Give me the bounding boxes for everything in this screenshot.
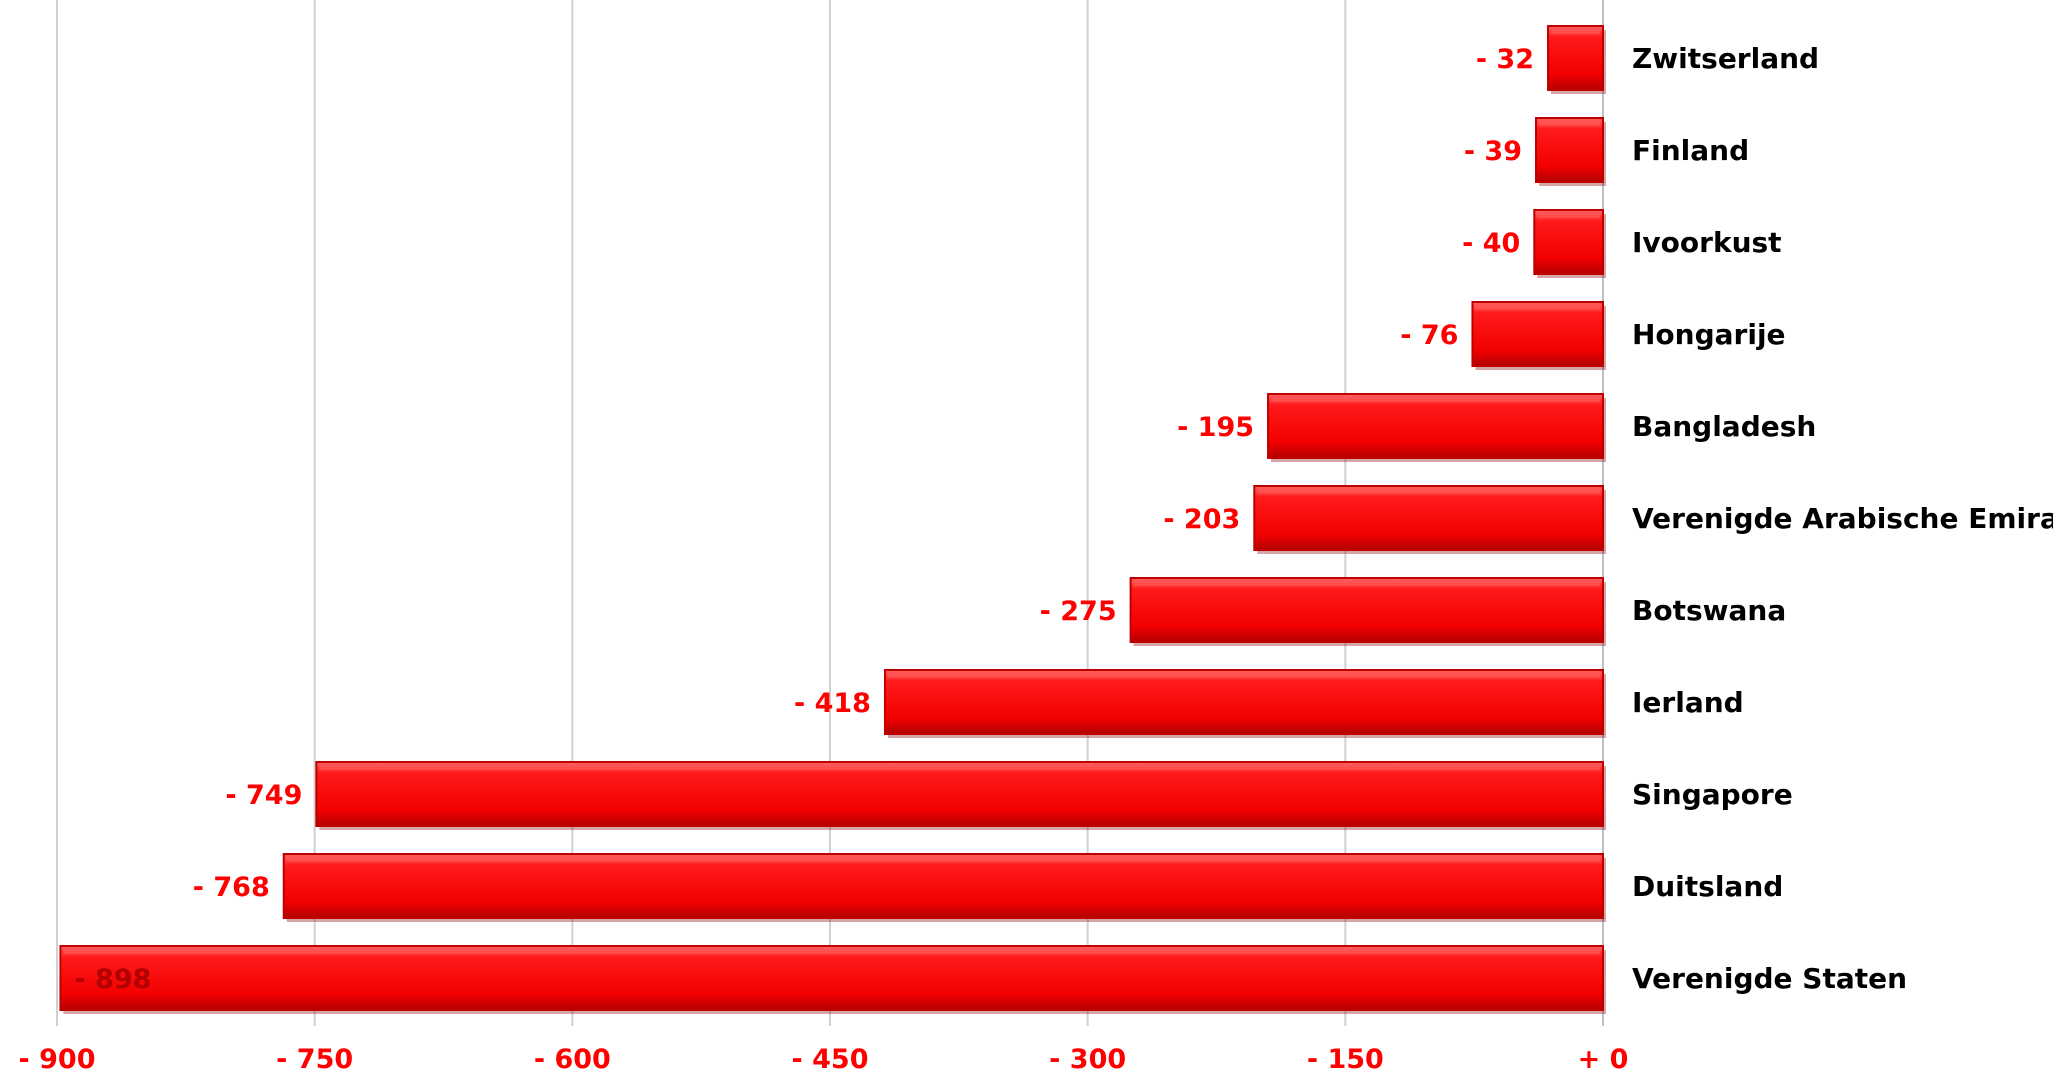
category-label: Duitsland <box>1632 870 1783 903</box>
category-label: Finland <box>1632 134 1749 167</box>
data-label: - 768 <box>193 872 270 903</box>
bar-highlight <box>63 949 1601 954</box>
bar-highlight <box>1133 581 1600 586</box>
x-axis-tick-labels: - 900 - 750 - 600 - 450 - 300 - 150 + 0 <box>19 1044 1629 1075</box>
data-labels: - 32 - 39 - 40 - 76 - 195 - 203 - 275 - 418 - 74… <box>74 44 1534 995</box>
data-label: - 898 <box>74 964 151 995</box>
bar <box>1471 301 1604 367</box>
x-tick-label: + 0 <box>1578 1044 1629 1075</box>
bar <box>1535 117 1605 183</box>
x-tick-label: - 600 <box>534 1044 611 1075</box>
bar <box>883 669 1604 735</box>
category-label: Ivoorkust <box>1632 226 1782 259</box>
x-tick-label: - 750 <box>276 1044 353 1075</box>
data-label: - 418 <box>794 688 871 719</box>
bar <box>282 853 1604 919</box>
data-label: - 39 <box>1464 136 1522 167</box>
bar-highlight <box>1257 489 1600 494</box>
bar <box>59 945 1605 1011</box>
bar-highlight <box>286 857 1600 862</box>
data-label: - 195 <box>1177 412 1254 443</box>
bar <box>1253 485 1605 551</box>
data-label: - 203 <box>1163 504 1240 535</box>
bars <box>59 25 1607 1014</box>
bar <box>315 761 1605 827</box>
data-label: - 275 <box>1040 596 1117 627</box>
category-label: Ierland <box>1632 686 1744 719</box>
data-label: - 40 <box>1462 228 1520 259</box>
bar <box>1267 393 1604 459</box>
x-tick-label: - 300 <box>1049 1044 1126 1075</box>
bar-highlight <box>319 765 1601 770</box>
category-label: Zwitserland <box>1632 42 1819 75</box>
data-label: - 76 <box>1400 320 1458 351</box>
bar <box>1129 577 1604 643</box>
bar <box>1533 209 1605 275</box>
category-label: Verenigde Arabische Emiraten <box>1632 502 2053 535</box>
bar-highlight <box>1271 397 1600 402</box>
data-label: - 32 <box>1476 44 1534 75</box>
bar-highlight <box>887 673 1600 678</box>
bar-highlight <box>1475 305 1600 310</box>
bar <box>1547 25 1605 91</box>
bar-highlight <box>1537 213 1600 218</box>
category-label: Botswana <box>1632 594 1786 627</box>
category-label: Bangladesh <box>1632 410 1816 443</box>
x-tick-label: - 450 <box>792 1044 869 1075</box>
bar-highlight <box>1539 121 1600 126</box>
category-label: Hongarije <box>1632 318 1786 351</box>
category-label: Singapore <box>1632 778 1793 811</box>
x-tick-label: - 900 <box>19 1044 96 1075</box>
data-label: - 749 <box>225 780 302 811</box>
bar-highlight <box>1551 29 1600 34</box>
category-labels: Zwitserland Finland Ivoorkust Hongarije Bang… <box>1632 42 2053 995</box>
x-tick-label: - 150 <box>1307 1044 1384 1075</box>
category-label: Verenigde Staten <box>1632 962 1907 995</box>
